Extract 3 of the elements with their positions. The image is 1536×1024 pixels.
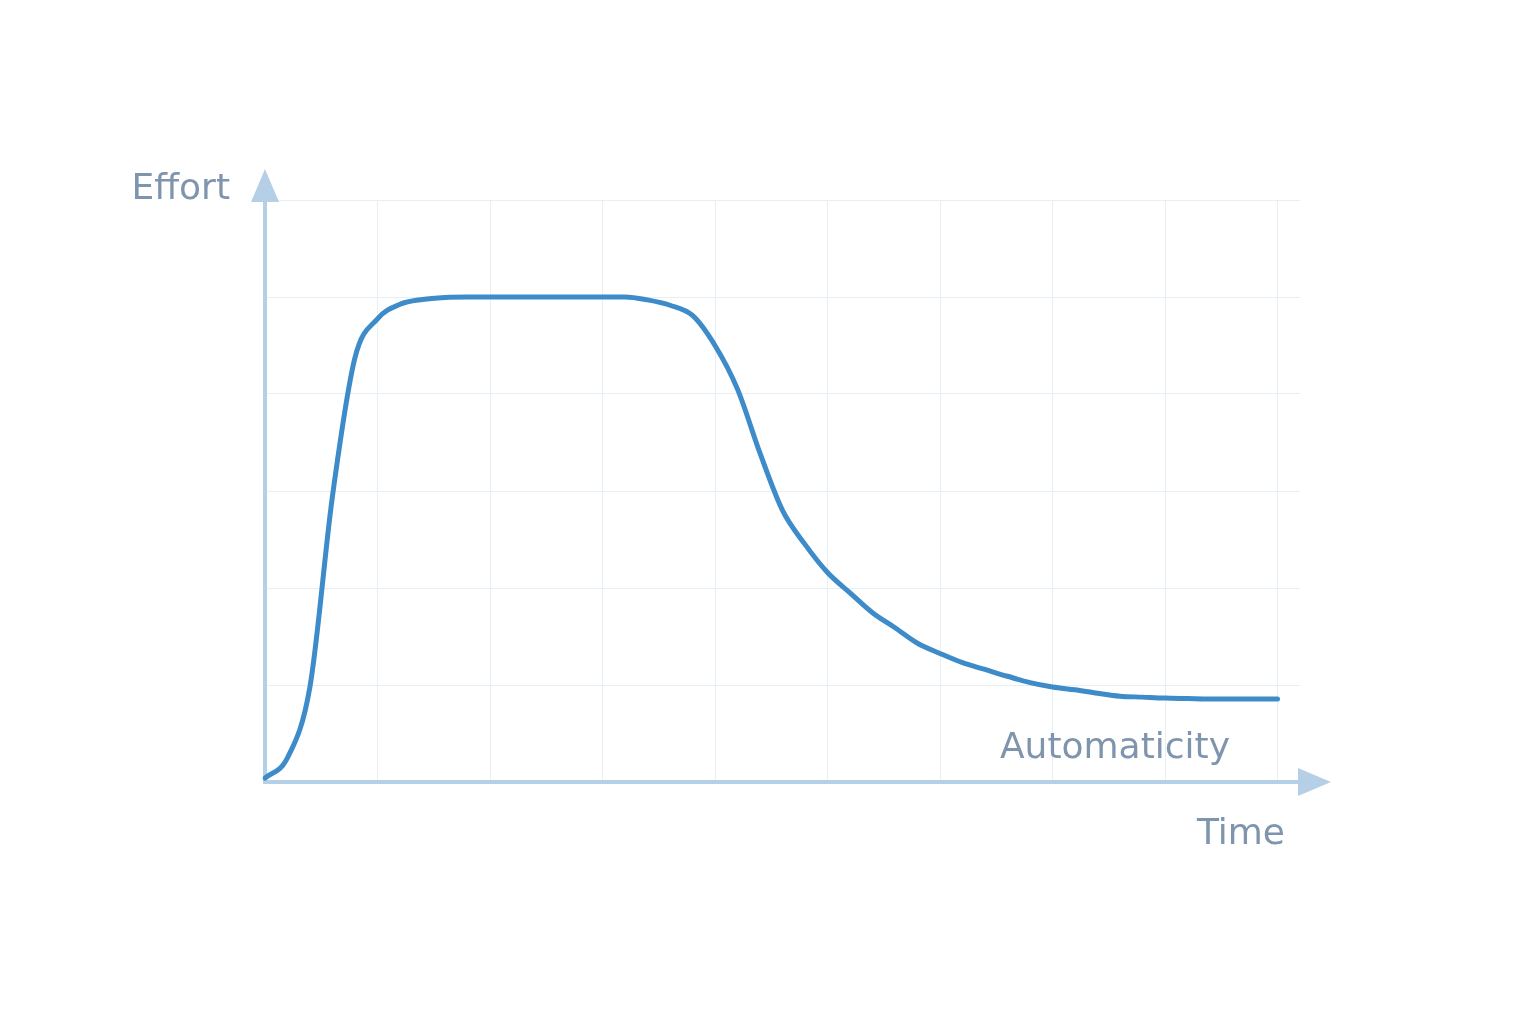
y-axis-title: Effort xyxy=(131,166,230,208)
annotation: Automaticity xyxy=(999,725,1230,767)
x-axis-title: Time xyxy=(1195,811,1285,853)
